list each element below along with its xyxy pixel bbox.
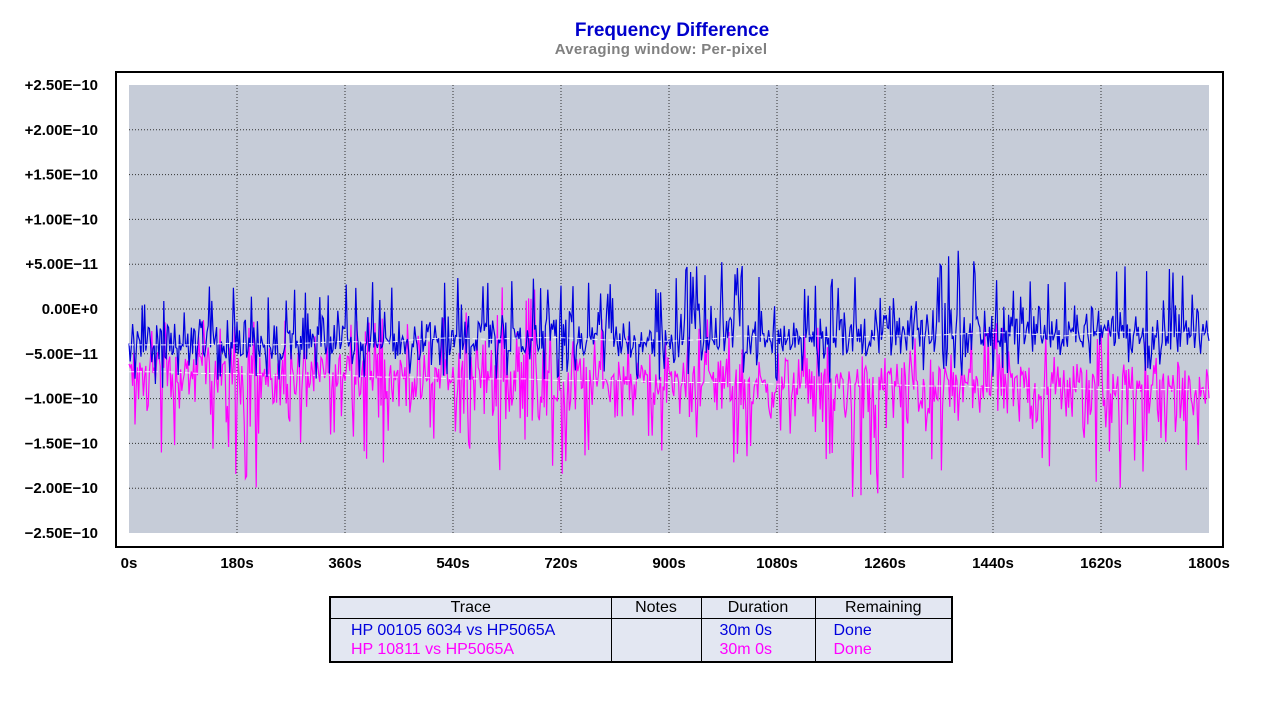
x-tick-label: 180s <box>220 555 253 572</box>
legend-trace-2[interactable]: HP 10811 vs HP5065A <box>351 641 515 658</box>
y-tick-label: +5.00E−11 <box>25 256 98 273</box>
legend-header-notes: Notes <box>611 597 702 619</box>
legend-trace-cell: HP 00105 6034 vs HP5065A HP 10811 vs HP5… <box>330 618 612 662</box>
chart-subtitle: Averaging window: Per-pixel <box>555 41 768 58</box>
legend-table: Trace Notes Duration Remaining HP 00105 … <box>329 596 953 663</box>
legend-trace-1[interactable]: HP 00105 6034 vs HP5065A <box>351 622 556 639</box>
y-tick-label: −1.00E−10 <box>25 391 98 408</box>
y-tick-label: +1.50E−10 <box>25 167 98 184</box>
legend-remaining-1: Done <box>833 622 872 639</box>
mean-line-hp-00105 <box>129 331 1209 346</box>
x-tick-label: 1080s <box>756 555 798 572</box>
x-tick-label: 0s <box>121 555 138 572</box>
x-tick-label: 360s <box>328 555 361 572</box>
legend-header-duration: Duration <box>701 597 816 619</box>
legend-header-remaining: Remaining <box>815 597 952 619</box>
mean-line-hp-10811 <box>129 371 1209 391</box>
x-axis-ticks: 0s 180s 360s 540s 720s 900s 1080s 1260s 1440s 162… <box>121 555 1230 572</box>
legend-remaining-cell: Done Done <box>815 619 952 663</box>
x-tick-label: 720s <box>544 555 577 572</box>
x-tick-label: 900s <box>652 555 685 572</box>
y-tick-label: −5.00E−11 <box>25 346 98 363</box>
legend-duration-2: 30m 0s <box>719 641 772 658</box>
x-tick-label: 1260s <box>864 555 906 572</box>
x-tick-label: 1440s <box>972 555 1014 572</box>
series-line-hp-00105 <box>128 250 1210 388</box>
y-tick-label: +2.50E−10 <box>25 77 98 94</box>
legend-header-row: Trace Notes Duration Remaining <box>330 597 952 619</box>
y-tick-label: −2.50E−10 <box>25 525 98 542</box>
grid-lines <box>129 85 1209 533</box>
x-tick-label: 1800s <box>1188 555 1230 572</box>
legend-remaining-2: Done <box>833 641 872 658</box>
chart-title: Frequency Difference <box>575 20 769 41</box>
legend-duration-cell: 30m 0s 30m 0s <box>701 618 816 662</box>
x-tick-label: 1620s <box>1080 555 1122 572</box>
y-tick-label: −2.00E−10 <box>25 480 98 497</box>
y-tick-label: −1.50E−10 <box>25 435 98 452</box>
series-line-hp-10811 <box>128 287 1210 497</box>
y-axis-ticks: +2.50E−10 +2.00E−10 +1.50E−10 +1.00E−10 +5.0… <box>25 77 98 542</box>
legend-body-row: HP 00105 6034 vs HP5065A HP 10811 vs HP5… <box>330 618 952 663</box>
x-tick-label: 540s <box>436 555 469 572</box>
y-tick-label: 0.00E+0 <box>42 301 98 318</box>
legend-notes-cell <box>611 618 702 662</box>
y-tick-label: +1.00E−10 <box>25 211 98 228</box>
series-layer <box>128 250 1210 497</box>
y-tick-label: +2.00E−10 <box>25 122 98 139</box>
legend-header-trace: Trace <box>330 597 612 619</box>
legend-duration-1: 30m 0s <box>719 622 772 639</box>
